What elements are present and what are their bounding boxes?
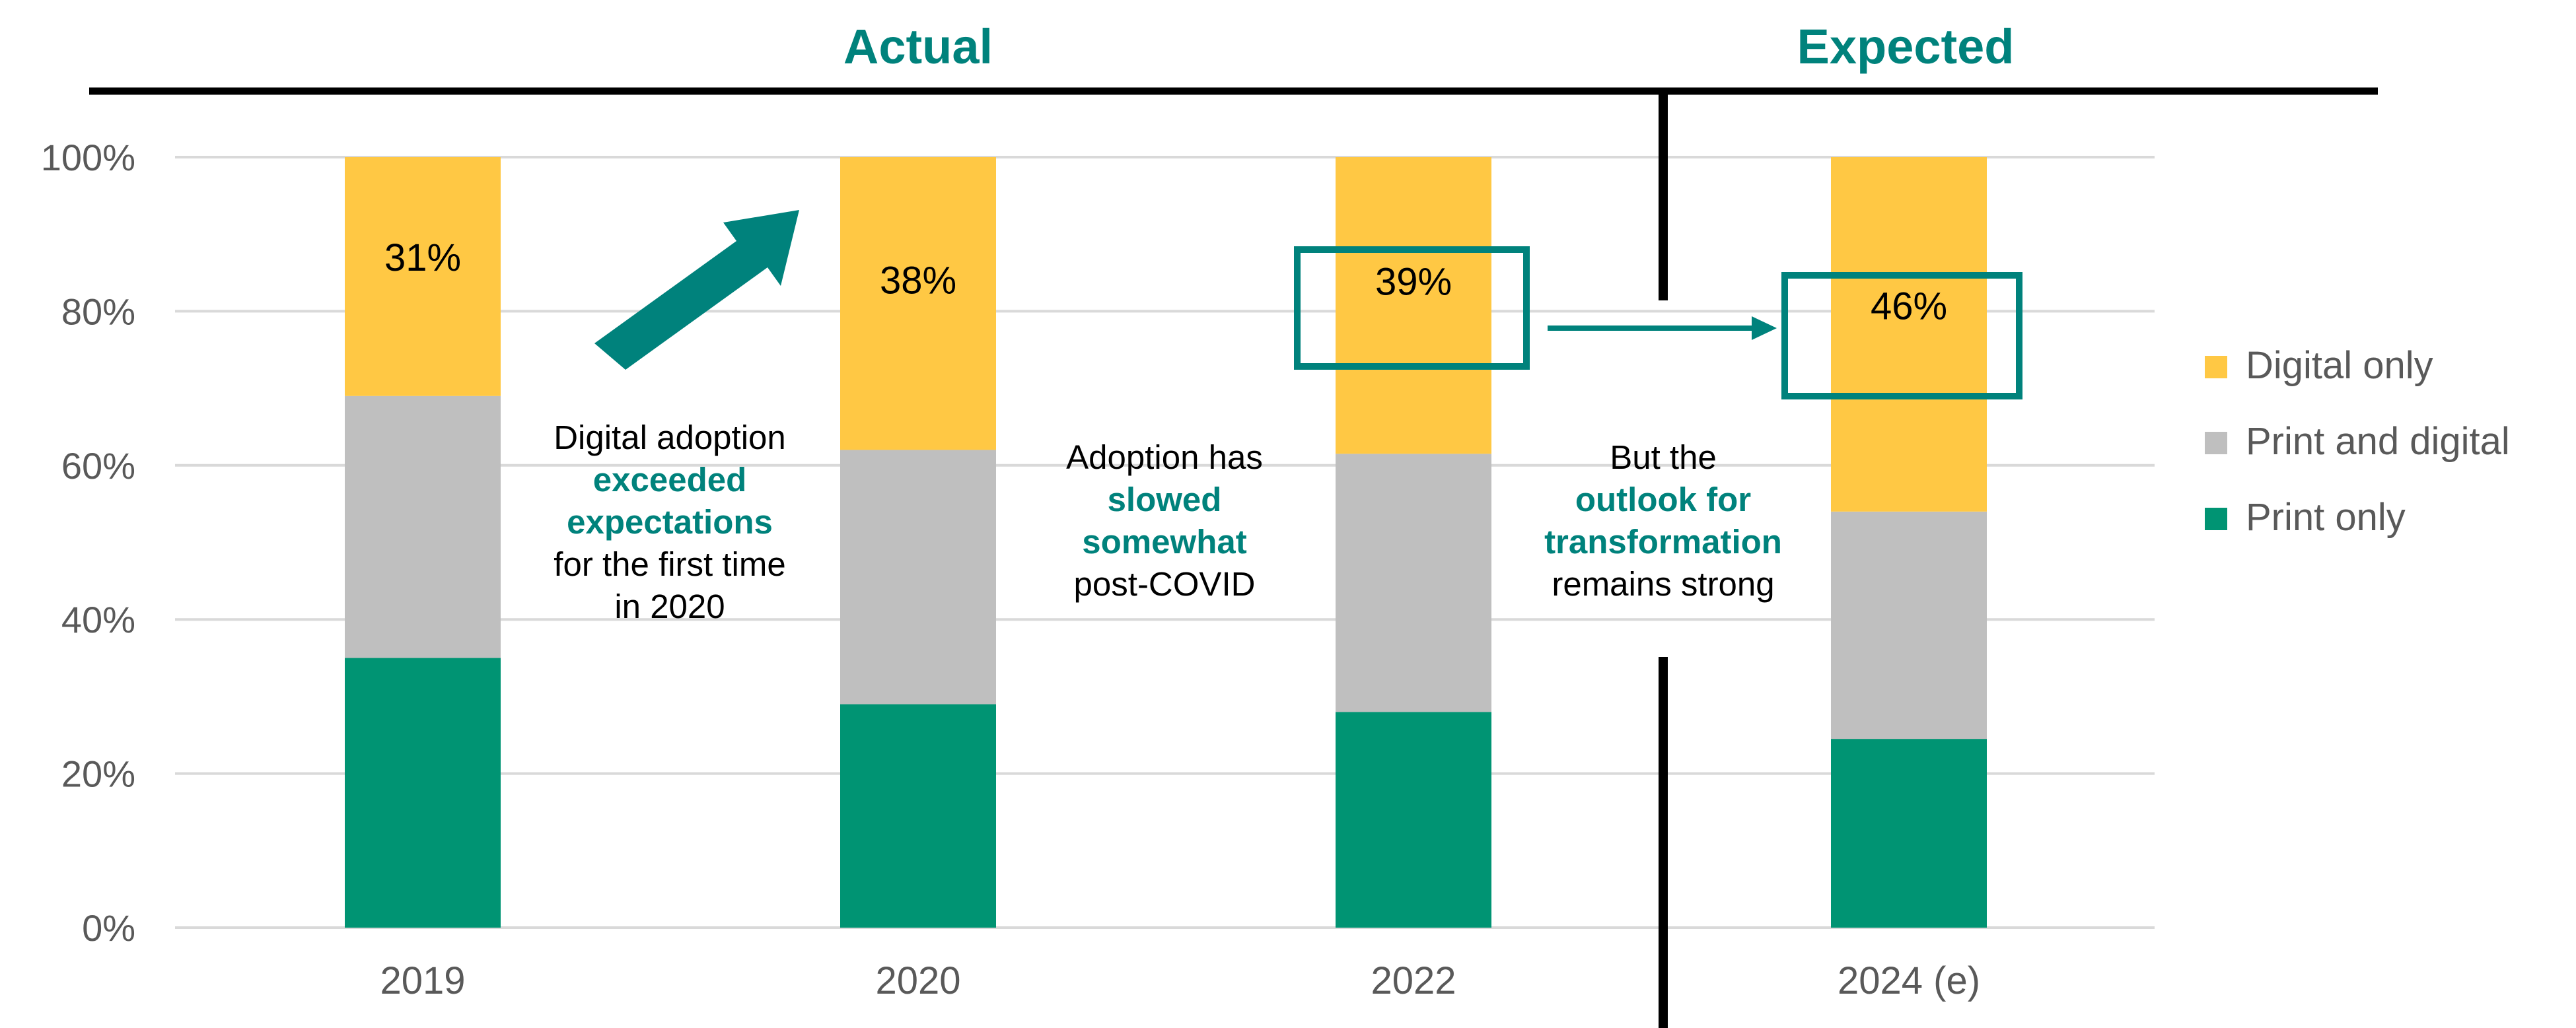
section-label-expected: Expected <box>1797 19 2014 74</box>
bar-segment-print-and-digital <box>840 450 996 704</box>
x-axis-label: 2020 <box>875 959 960 1002</box>
bar-segment-print-only <box>345 658 501 928</box>
annotation-2-line-2: slowed <box>1108 481 1222 518</box>
bar-segment-print-only <box>1336 712 1491 928</box>
legend-label: Print and digital <box>2246 420 2510 463</box>
annotation-2-line-1: Adoption has <box>1066 438 1263 476</box>
bar-segment-print-and-digital <box>345 395 501 658</box>
bar-data-label: 38% <box>880 259 956 302</box>
annotation-1-line-2: exceeded <box>593 461 747 498</box>
y-tick-label: 100% <box>41 137 135 178</box>
annotation-3-line-2: outlook for <box>1575 481 1751 518</box>
bar-data-label: 39% <box>1375 261 1452 304</box>
legend-swatch <box>2205 508 2227 530</box>
bar-segment-print-only <box>1831 739 1987 928</box>
annotation-1-line-3: expectations <box>567 503 773 541</box>
annotation-2-line-3: somewhat <box>1082 523 1246 561</box>
bar-segment-digital-only <box>1831 157 1987 512</box>
legend-label: Digital only <box>2246 344 2433 387</box>
bar-segment-print-and-digital <box>1336 454 1491 712</box>
y-tick-label: 60% <box>61 445 135 487</box>
bar-data-label: 31% <box>384 236 461 279</box>
y-axis-tick-labels: 0% 20% 40% 60% 80% 100% <box>41 137 135 949</box>
bar-segment-digital-only <box>840 157 996 450</box>
section-label-actual: Actual <box>843 19 993 74</box>
connector-arrowhead-icon <box>1752 316 1777 340</box>
bar-data-label: 46% <box>1871 285 1947 327</box>
annotation-2-line-4: post-COVID <box>1074 565 1256 603</box>
y-tick-label: 0% <box>82 907 135 949</box>
x-axis-label: 2024 (e) <box>1838 959 1980 1002</box>
annotation-3-line-4: remains strong <box>1552 565 1774 603</box>
annotation-outlook: But the outlook for transformation remai… <box>1544 438 1782 603</box>
legend-swatch <box>2205 356 2227 378</box>
bar-segment-print-only <box>840 704 996 928</box>
bar-segment-digital-only <box>1336 157 1491 454</box>
annotation-1-line-1: Digital adoption <box>554 419 786 456</box>
highlight-box-2024 <box>1781 272 2022 399</box>
bars: 31% 38% 39% 46% <box>345 157 1987 928</box>
gridlines <box>175 156 2155 929</box>
legend-swatch <box>2205 432 2227 454</box>
annotation-adoption-slowed: Adoption has slowed somewhat post-COVID <box>1066 438 1263 603</box>
highlight-box-2022 <box>1294 246 1530 370</box>
x-axis-label: 2022 <box>1371 959 1456 1002</box>
annotation-1-line-4: for the first time <box>554 545 785 583</box>
y-tick-label: 40% <box>61 599 135 640</box>
legend-label: Print only <box>2246 496 2406 539</box>
x-axis-label: 2019 <box>380 959 465 1002</box>
y-tick-label: 80% <box>61 291 135 332</box>
up-arrow-icon <box>594 210 799 370</box>
annotation-digital-adoption: Digital adoption exceeded expectations f… <box>554 419 786 625</box>
annotation-1-line-5: in 2020 <box>614 588 725 625</box>
y-tick-label: 20% <box>61 753 135 795</box>
annotation-3-line-3: transformation <box>1544 523 1782 561</box>
x-axis-labels: 2019 2020 2022 2024 (e) <box>380 959 1980 1002</box>
bar-segment-print-and-digital <box>1831 511 1987 739</box>
bar-segment-digital-only <box>345 157 501 396</box>
annotation-3-line-1: But the <box>1610 438 1717 476</box>
legend: Digital only Print and digital Print only <box>2205 344 2510 539</box>
